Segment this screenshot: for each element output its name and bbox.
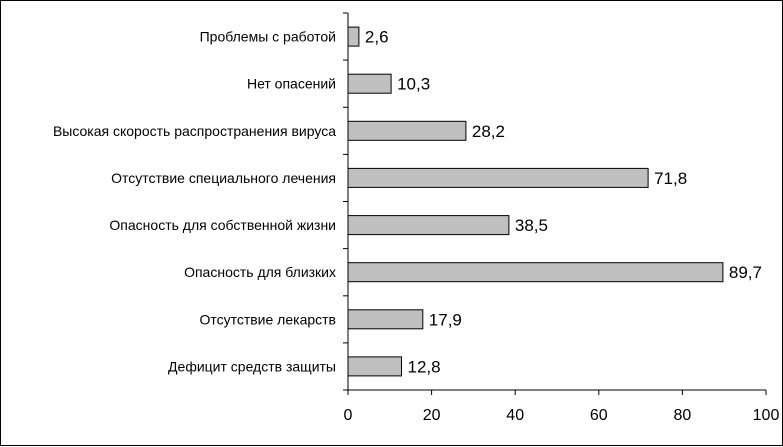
- category-label: Высокая скорость распространения вируса: [53, 123, 336, 139]
- data-label: 28,2: [472, 122, 505, 141]
- category-label: Нет опасений: [247, 76, 336, 92]
- data-label: 71,8: [654, 169, 687, 188]
- bar: [347, 120, 467, 141]
- bar: [347, 309, 424, 330]
- category-label: Опасность для собственной жизни: [109, 217, 336, 233]
- category-label: Опасность для близких: [184, 264, 336, 280]
- category-label: Отсутствие лекарств: [199, 311, 336, 327]
- x-tick-label: 80: [674, 407, 692, 424]
- bar: [347, 26, 360, 47]
- x-tick-label: 60: [590, 407, 608, 424]
- bar: [347, 73, 392, 94]
- data-label: 12,8: [408, 357, 441, 376]
- data-label: 38,5: [515, 216, 548, 235]
- x-tick-label: 20: [423, 407, 441, 424]
- bar: [347, 262, 724, 283]
- x-tick-label: 100: [753, 407, 780, 424]
- bar: [347, 356, 402, 377]
- category-label: Дефицит средств защиты: [168, 358, 336, 374]
- data-label: 89,7: [729, 263, 762, 282]
- data-label: 10,3: [397, 75, 430, 94]
- category-label: Отсутствие специального лечения: [111, 170, 336, 186]
- x-tick-label: 40: [506, 407, 524, 424]
- data-label: 2,6: [365, 28, 389, 47]
- x-tick-label: 0: [344, 407, 353, 424]
- bar: [347, 215, 510, 236]
- category-label: Проблемы с работой: [200, 29, 336, 45]
- bar: [347, 167, 649, 188]
- data-label: 17,9: [429, 310, 462, 329]
